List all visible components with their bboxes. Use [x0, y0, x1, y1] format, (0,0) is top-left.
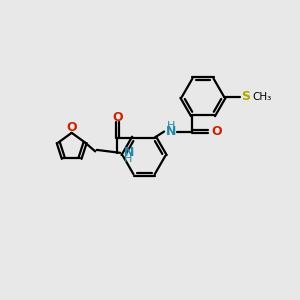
Text: H: H — [167, 121, 175, 131]
Text: O: O — [66, 121, 77, 134]
Text: O: O — [112, 111, 123, 124]
Text: O: O — [211, 125, 222, 138]
Text: H: H — [124, 154, 132, 164]
Text: N: N — [165, 125, 176, 138]
Text: N: N — [124, 146, 134, 159]
Text: CH₃: CH₃ — [252, 92, 271, 102]
Text: S: S — [242, 90, 250, 103]
